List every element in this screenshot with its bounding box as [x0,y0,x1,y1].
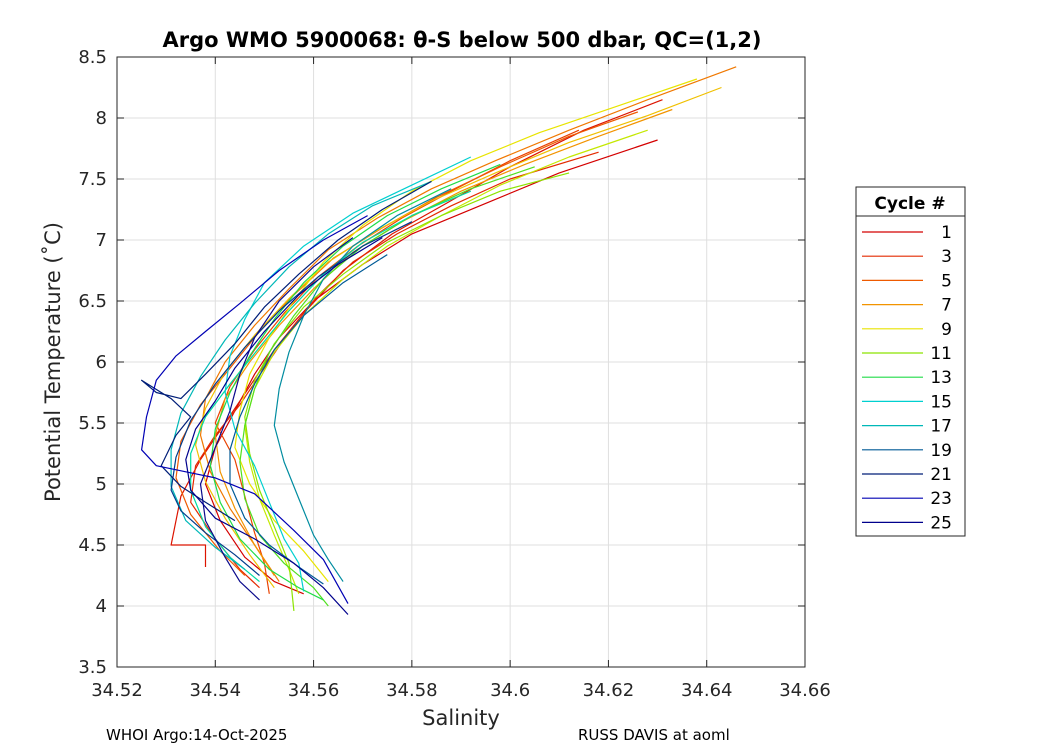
series-line-cycle-16 [170,180,432,570]
series-line-cycle-10 [244,129,648,595]
series-line-cycle-20 [141,180,432,522]
y-tick-label: 5 [96,474,107,495]
y-tick-label: 7.5 [78,169,107,190]
series-line-cycle-9 [234,78,698,582]
y-tick-label: 8 [96,108,107,129]
legend-label: 17 [930,417,952,437]
series-line-cycle-7 [214,108,673,576]
y-tick-label: 6 [96,352,107,373]
y-tick-label: 7 [96,230,107,251]
legend-label: 3 [941,247,952,267]
footer-date: WHOI Argo:14-Oct-2025 [106,726,288,744]
legend-label: 13 [930,368,952,388]
series-line-cycle-22 [141,215,368,604]
series-line-cycle-6 [199,66,737,582]
series-line-cycle-14 [190,190,472,583]
series-line-cycle-5 [175,111,639,576]
footer-operator: RUSS DAVIS at aoml [578,726,730,744]
series-line-cycle-1 [204,139,658,595]
legend-label: 15 [930,392,952,412]
axis-ticks: 34.52 34.54 34.56 34.58 34.6 34.62 34.64 34.66 3… [78,47,830,701]
y-tick-label: 4.5 [78,535,107,556]
y-tick-label: 4 [96,596,107,617]
legend-label: 21 [930,465,952,485]
y-tick-label: 8.5 [78,47,107,68]
x-tick-label: 34.62 [583,680,635,701]
series-line-cycle-13 [209,163,501,601]
series-line-cycle-21 [199,237,354,601]
x-tick-label: 34.6 [490,680,530,701]
legend-label: 7 [941,296,952,316]
legend-label: 1 [941,223,952,243]
series-line-cycle-12 [239,166,535,607]
series-line-cycle-11 [244,172,570,611]
series-line-cycle-19 [170,221,413,576]
x-tick-label: 34.54 [190,680,242,701]
legend-title: Cycle # [874,194,945,214]
x-tick-label: 34.66 [779,680,831,701]
x-tick-label: 34.64 [681,680,733,701]
legend-label: 9 [941,320,952,340]
legend-label: 23 [930,489,952,509]
legend-label: 5 [941,271,952,291]
series-group [141,66,737,615]
x-tick-label: 34.52 [91,680,143,701]
series-line-cycle-15 [224,156,472,592]
series-line-cycle-23 [185,237,383,615]
series-line-cycle-17 [273,188,452,582]
x-tick-label: 34.56 [288,680,340,701]
series-line-cycle-8 [195,86,722,589]
grid [116,56,806,668]
y-axis-label: Potential Temperature (˚C) [41,222,65,502]
y-tick-label: 3.5 [78,657,107,678]
series-line-cycle-18 [229,254,388,585]
y-tick-label: 5.5 [78,413,107,434]
legend-box [855,186,966,537]
legend-label: 11 [930,344,952,364]
chart-title: Argo WMO 5900068: θ-S below 500 dbar, QC… [163,28,762,52]
legend-label: 19 [930,441,952,461]
y-tick-label: 6.5 [78,291,107,312]
x-axis-label: Salinity [422,706,500,730]
legend-label: 25 [930,513,952,533]
x-tick-label: 34.58 [386,680,438,701]
